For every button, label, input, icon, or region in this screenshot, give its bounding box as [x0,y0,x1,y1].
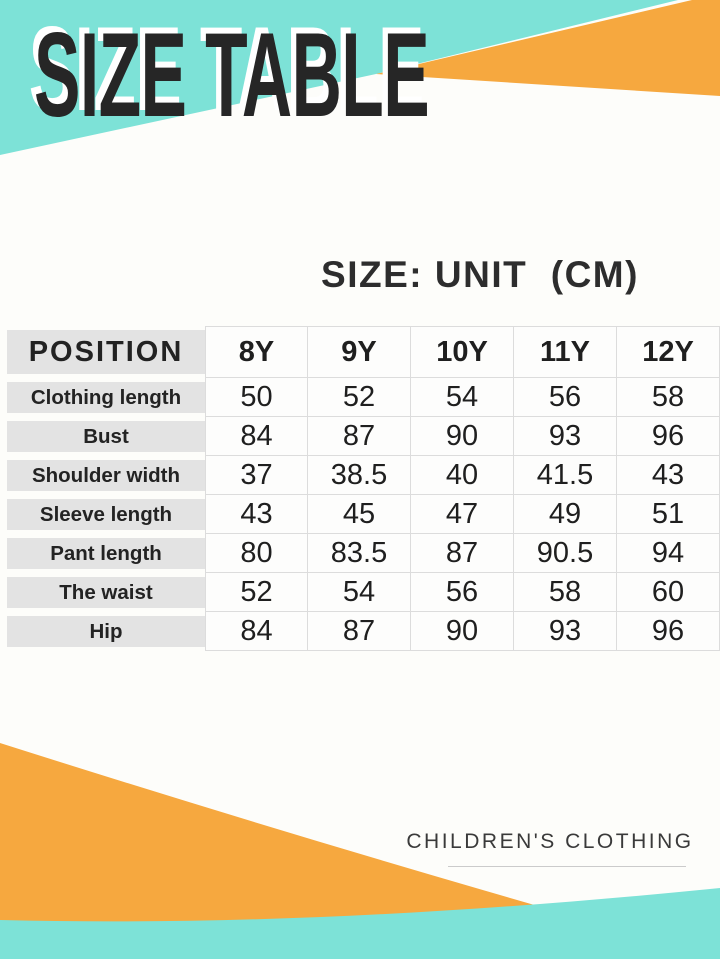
row-label: Bust [7,421,205,452]
table-row: Bust 84 87 90 93 96 [7,417,720,456]
size-value-cell: 54 [411,378,514,417]
size-value-cell: 50 [205,378,308,417]
size-value-cell: 56 [514,378,617,417]
row-label: The waist [7,577,205,608]
bottom-banner-decoration [0,743,720,959]
size-value-cell: 83.5 [308,534,411,573]
size-value-cell: 90 [411,417,514,456]
size-value-cell: 84 [205,612,308,651]
table-row: Pant length 80 83.5 87 90.5 94 [7,534,720,573]
size-value-cell: 58 [514,573,617,612]
column-header-11y: 11Y [514,326,617,378]
row-label-cell: Bust [7,417,205,456]
size-value-cell: 51 [617,495,720,534]
position-header-label: POSITION [7,330,205,374]
column-header-12y: 12Y [617,326,720,378]
row-label: Pant length [7,538,205,569]
size-value-cell: 37 [205,456,308,495]
column-header-10y: 10Y [411,326,514,378]
orange-footer-shape [0,743,552,959]
row-label-cell: Pant length [7,534,205,573]
size-table: POSITION 8Y 9Y 10Y 11Y 12Y Clothing length 50 5… [7,326,720,651]
size-value-cell: 40 [411,456,514,495]
size-value-cell: 93 [514,612,617,651]
size-table-body: Clothing length 50 52 54 56 58 Bust 84 87 90 93 96 S… [7,378,720,651]
row-label: Shoulder width [7,460,205,491]
footer-underline [448,866,686,867]
footer-brand-text: CHILDREN'S CLOTHING [406,830,694,853]
size-value-cell: 54 [308,573,411,612]
teal-footer-shape [0,888,720,959]
page-title: SIZE TABLE [34,8,430,142]
column-header-position: POSITION [7,326,205,378]
size-value-cell: 84 [205,417,308,456]
size-unit-heading: SIZE: UNIT (CM) [321,254,639,295]
row-label-cell: Sleeve length [7,495,205,534]
top-banner-decoration [0,0,720,155]
size-value-cell: 87 [308,612,411,651]
size-value-cell: 94 [617,534,720,573]
size-value-cell: 93 [514,417,617,456]
row-label: Clothing length [7,382,205,413]
size-value-cell: 87 [411,534,514,573]
size-value-cell: 87 [308,417,411,456]
size-value-cell: 96 [617,417,720,456]
row-label-cell: Shoulder width [7,456,205,495]
column-header-8y: 8Y [205,326,308,378]
size-value-cell: 49 [514,495,617,534]
size-value-cell: 96 [617,612,720,651]
size-value-cell: 43 [205,495,308,534]
size-value-cell: 52 [308,378,411,417]
size-value-cell: 80 [205,534,308,573]
size-value-cell: 43 [617,456,720,495]
orange-banner-shape [376,0,720,96]
size-table-header-row: POSITION 8Y 9Y 10Y 11Y 12Y [7,326,720,378]
row-label-cell: Clothing length [7,378,205,417]
table-row: Clothing length 50 52 54 56 58 [7,378,720,417]
row-label-cell: Hip [7,612,205,651]
size-value-cell: 90 [411,612,514,651]
size-value-cell: 47 [411,495,514,534]
row-label: Sleeve length [7,499,205,530]
size-value-cell: 38.5 [308,456,411,495]
row-label: Hip [7,616,205,647]
table-row: The waist 52 54 56 58 60 [7,573,720,612]
table-row: Hip 84 87 90 93 96 [7,612,720,651]
column-header-9y: 9Y [308,326,411,378]
size-value-cell: 56 [411,573,514,612]
size-value-cell: 52 [205,573,308,612]
teal-banner-shape [0,0,678,155]
size-value-cell: 41.5 [514,456,617,495]
size-value-cell: 58 [617,378,720,417]
size-value-cell: 45 [308,495,411,534]
size-value-cell: 60 [617,573,720,612]
table-row: Sleeve length 43 45 47 49 51 [7,495,720,534]
row-label-cell: The waist [7,573,205,612]
size-value-cell: 90.5 [514,534,617,573]
table-row: Shoulder width 37 38.5 40 41.5 43 [7,456,720,495]
